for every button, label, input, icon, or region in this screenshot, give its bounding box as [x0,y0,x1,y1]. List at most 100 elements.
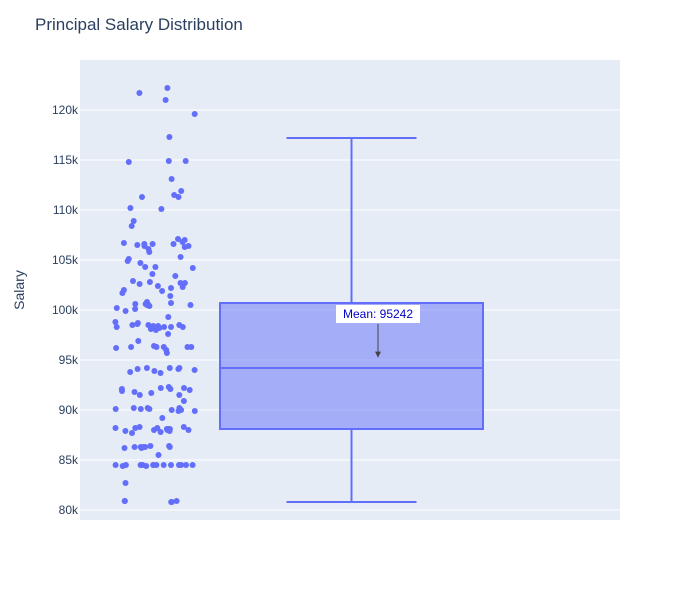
data-point [129,322,136,328]
data-point [158,206,165,212]
data-point [182,158,189,164]
data-point [146,279,153,285]
iqr-box [219,302,484,430]
data-point [179,239,186,245]
data-point [127,205,134,211]
data-point [125,159,132,165]
data-point [187,302,194,308]
data-point [173,498,180,504]
data-point [168,499,175,505]
data-point [122,480,129,486]
data-point [168,300,174,306]
y-tick-label: 90k [59,403,79,417]
annotation-background [336,305,420,323]
data-point [148,390,155,396]
data-point [137,260,144,266]
data-point [168,462,174,468]
data-point [112,462,119,468]
data-point [152,264,159,270]
data-point [170,241,177,247]
data-point [134,242,141,248]
data-point [146,303,153,309]
y-tick-label: 120k [52,103,79,117]
data-point [184,344,191,350]
data-point [119,388,125,394]
data-point [135,338,142,344]
data-point [175,408,182,414]
data-point [172,273,179,279]
data-point [146,249,153,255]
data-point [129,430,135,436]
data-point [166,365,173,371]
mean-annotation: Mean: 95242 [336,305,420,358]
data-point [142,264,149,270]
data-point [175,194,182,200]
data-point [157,385,164,391]
data-point [153,344,160,350]
annotation-text: Mean: 95242 [343,307,413,321]
data-point [166,134,173,140]
data-point [146,406,153,412]
data-point [132,306,139,312]
data-point [134,366,141,372]
data-point [119,290,126,296]
data-point [176,392,183,398]
data-point [124,258,131,264]
data-point [168,407,175,413]
data-point [186,387,193,393]
annotation-arrowhead [375,351,381,358]
data-point [113,345,120,351]
data-point [120,240,127,246]
y-tick-label: 105k [52,253,79,267]
data-point [132,425,139,431]
data-point [127,369,134,375]
data-point [131,389,138,395]
data-point [113,324,120,330]
data-point [139,194,145,200]
data-point [136,392,143,398]
data-point [185,427,192,433]
data-point [165,158,172,164]
data-point [167,293,174,299]
data-point [181,244,188,250]
data-point [112,406,119,412]
data-point [165,314,172,320]
data-point [179,284,186,290]
data-point [154,283,161,289]
data-point [132,301,139,307]
data-point [166,444,173,450]
data-point [112,319,119,325]
data-point [121,498,128,504]
data-point [155,452,162,458]
data-point [151,427,157,433]
data-point [177,254,184,260]
data-point [136,90,143,96]
data-point [164,85,171,91]
data-point [149,271,156,277]
data-point [167,386,174,392]
data-point [143,365,150,371]
data-point [161,324,168,330]
data-point [149,241,156,247]
data-point [191,408,198,414]
data-point [130,218,137,224]
data-point [147,443,154,449]
y-tick-label: 100k [52,303,79,317]
data-point [150,462,157,468]
data-point [183,462,189,468]
data-point [152,327,159,333]
data-point [162,97,169,103]
data-point [131,444,138,450]
data-points [112,85,198,505]
y-tick-label: 80k [59,503,79,517]
data-point [157,370,164,376]
data-point [180,398,187,404]
data-point [168,324,174,330]
y-tick-label: 110k [53,203,79,217]
data-point [189,462,196,468]
data-point [159,415,166,421]
data-point [128,344,135,350]
box-trace[interactable] [219,137,484,503]
y-tick-label: 85k [59,453,79,467]
data-point [137,406,144,412]
